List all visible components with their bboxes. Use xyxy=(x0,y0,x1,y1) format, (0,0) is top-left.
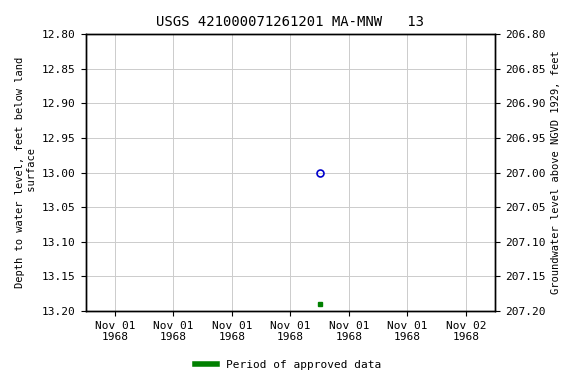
Y-axis label: Groundwater level above NGVD 1929, feet: Groundwater level above NGVD 1929, feet xyxy=(551,51,561,295)
Legend: Period of approved data: Period of approved data xyxy=(191,356,385,375)
Title: USGS 421000071261201 MA-MNW   13: USGS 421000071261201 MA-MNW 13 xyxy=(157,15,425,29)
Y-axis label: Depth to water level, feet below land
 surface: Depth to water level, feet below land su… xyxy=(15,57,37,288)
